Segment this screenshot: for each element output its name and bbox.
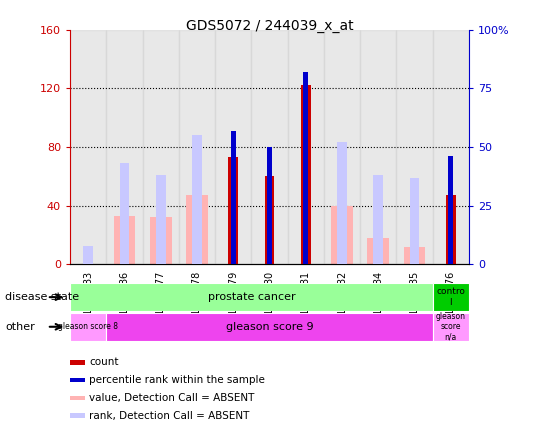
Bar <box>70 360 85 365</box>
Text: contro
l: contro l <box>437 288 465 307</box>
Text: GDS5072 / 244039_x_at: GDS5072 / 244039_x_at <box>186 19 353 33</box>
Text: gleason score 9: gleason score 9 <box>226 322 313 332</box>
Bar <box>433 30 469 264</box>
Bar <box>70 313 106 341</box>
Bar <box>70 30 106 264</box>
Bar <box>324 30 360 264</box>
Bar <box>106 30 143 264</box>
Text: count: count <box>89 357 119 367</box>
Bar <box>120 163 129 264</box>
Bar <box>301 85 310 264</box>
Bar <box>143 30 179 264</box>
Bar <box>84 246 93 264</box>
Bar <box>70 396 85 400</box>
Bar <box>433 283 469 311</box>
Bar <box>229 157 238 264</box>
Bar <box>446 195 455 264</box>
Bar <box>70 413 85 418</box>
Bar <box>186 195 208 264</box>
Text: rank, Detection Call = ABSENT: rank, Detection Call = ABSENT <box>89 411 250 420</box>
Bar <box>231 131 236 264</box>
Bar <box>215 30 251 264</box>
Bar <box>106 313 433 341</box>
Bar <box>410 178 419 264</box>
Bar <box>433 313 469 341</box>
Bar <box>337 142 347 264</box>
Bar <box>448 157 453 264</box>
Bar <box>179 30 215 264</box>
Text: prostate cancer: prostate cancer <box>208 292 295 302</box>
Bar <box>288 30 324 264</box>
Bar <box>404 247 425 264</box>
Text: percentile rank within the sample: percentile rank within the sample <box>89 375 265 385</box>
Bar <box>360 30 396 264</box>
Bar <box>251 30 288 264</box>
Bar <box>267 147 272 264</box>
Bar <box>192 135 202 264</box>
Text: gleason
score
n/a: gleason score n/a <box>436 312 466 342</box>
Bar <box>374 175 383 264</box>
Bar <box>396 30 433 264</box>
Bar <box>265 176 274 264</box>
Text: value, Detection Call = ABSENT: value, Detection Call = ABSENT <box>89 393 255 403</box>
Bar <box>70 378 85 382</box>
Bar <box>368 238 389 264</box>
Bar <box>114 216 135 264</box>
Bar <box>303 72 308 264</box>
Text: disease state: disease state <box>5 292 80 302</box>
Text: other: other <box>5 322 35 332</box>
Bar <box>156 175 165 264</box>
Bar <box>331 206 353 264</box>
Text: gleason score 8: gleason score 8 <box>58 322 118 331</box>
Bar <box>150 217 171 264</box>
